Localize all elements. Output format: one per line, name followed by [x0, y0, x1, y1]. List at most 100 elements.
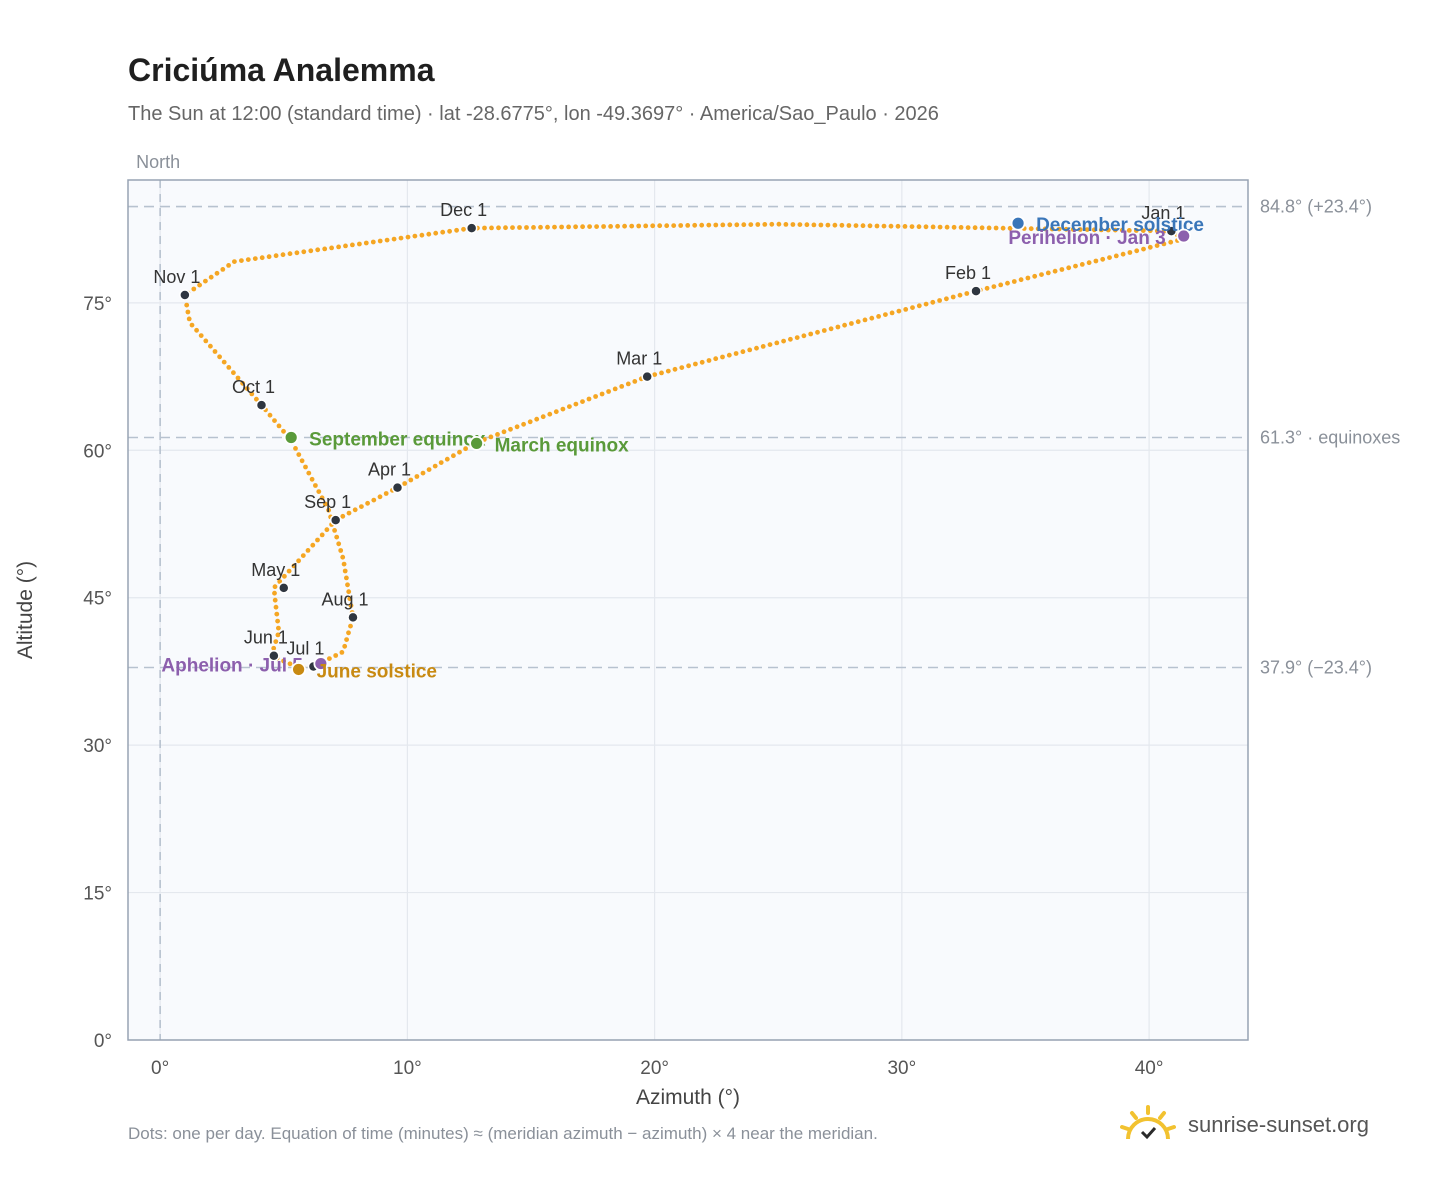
daily-dot: [1113, 253, 1119, 259]
brand[interactable]: sunrise-sunset.org: [1120, 1100, 1369, 1150]
daily-dot: [517, 225, 522, 230]
month-label: Dec 1: [440, 200, 487, 220]
daily-dot: [252, 256, 258, 261]
daily-dot: [281, 658, 286, 664]
daily-dot: [287, 661, 293, 667]
daily-dot: [323, 501, 328, 507]
daily-dot: [876, 314, 881, 319]
daily-dot: [547, 411, 553, 417]
daily-dot: [1032, 273, 1038, 279]
x-axis-label: Azimuth (°): [636, 1086, 740, 1109]
north-label: North: [136, 152, 180, 172]
daily-dot: [566, 224, 571, 230]
daily-dot: [1084, 227, 1090, 233]
daily-dot: [1168, 239, 1174, 245]
daily-dot: [249, 391, 255, 397]
daily-dot: [419, 232, 425, 238]
daily-dot: [1127, 250, 1133, 255]
daily-dot: [267, 412, 273, 418]
daily-dot: [692, 222, 698, 228]
y-tick-label: 75°: [83, 294, 112, 315]
daily-dot: [1100, 256, 1106, 262]
daily-dot: [804, 222, 810, 228]
month-label: Oct 1: [232, 377, 275, 397]
daily-dot: [273, 253, 279, 259]
daily-dot: [272, 597, 278, 603]
y-tick-label: 15°: [83, 884, 112, 905]
daily-dot: [867, 223, 873, 229]
daily-dot: [347, 596, 353, 602]
month-marker: [278, 582, 290, 594]
daily-dot: [1154, 243, 1160, 249]
daily-dot: [336, 541, 342, 547]
daily-dot: [553, 409, 559, 415]
daily-dot: [748, 222, 754, 228]
daily-dot: [326, 507, 331, 513]
daily-dot: [545, 224, 550, 230]
daily-dot: [293, 446, 298, 451]
daily-dot: [363, 240, 369, 246]
daily-dot: [296, 558, 301, 564]
daily-dot: [345, 582, 350, 588]
daily-dot: [1045, 270, 1051, 276]
daily-dot: [538, 224, 543, 230]
daily-dot: [671, 223, 677, 229]
daily-dot: [1107, 255, 1112, 260]
daily-dot: [276, 625, 281, 631]
daily-dot: [463, 446, 468, 452]
daily-dot: [593, 394, 598, 399]
brand-name[interactable]: sunrise-sunset.org: [1188, 1112, 1369, 1137]
daily-dot: [916, 224, 922, 230]
event-marker: [283, 430, 299, 445]
daily-dot: [1079, 262, 1085, 267]
axis-labels: 0° 10° 20° 30° 40° 0° 15° 30° 45° 60° 75° Azimuth (…: [14, 294, 1163, 1109]
daily-dot: [869, 315, 875, 321]
daily-dot: [281, 428, 286, 434]
daily-dot: [332, 528, 337, 533]
daily-dot: [713, 222, 719, 228]
daily-dot: [1049, 226, 1055, 232]
daily-dot: [383, 491, 389, 496]
month-label: Jul 1: [286, 639, 324, 659]
daily-dot: [319, 532, 325, 538]
daily-dot: [699, 359, 705, 365]
daily-dot: [266, 254, 272, 260]
daily-dot: [357, 241, 362, 247]
daily-dot: [1059, 267, 1065, 272]
daily-dot: [559, 224, 564, 230]
daily-dot: [594, 224, 599, 230]
daily-dot: [495, 432, 500, 437]
daily-dot: [365, 500, 370, 506]
daily-dot: [189, 322, 195, 328]
daily-dot: [937, 298, 942, 303]
daily-dot: [336, 244, 341, 250]
daily-dot: [888, 223, 894, 229]
daily-dot: [896, 308, 902, 314]
daily-dot: [910, 305, 915, 310]
daily-dot: [860, 223, 866, 229]
daily-dot: [902, 224, 908, 229]
daily-dot: [889, 310, 895, 316]
daily-dot: [883, 312, 888, 317]
daily-dot: [1105, 227, 1111, 233]
daily-dot: [832, 222, 838, 228]
daily-dot: [774, 340, 780, 346]
daily-dot: [733, 351, 739, 356]
daily-dot: [414, 474, 420, 479]
daily-dot: [286, 568, 292, 574]
daily-dot: [340, 554, 346, 560]
daily-dot: [334, 534, 340, 540]
event-marker: [313, 656, 329, 671]
daily-dot: [534, 416, 540, 422]
daily-dot: [350, 242, 355, 248]
daily-dot: [514, 424, 520, 430]
plot-frame: [127, 179, 1249, 1041]
daily-dot: [240, 380, 246, 386]
daily-dot: [324, 527, 330, 533]
daily-dot: [319, 495, 325, 501]
daily-dot: [930, 299, 936, 305]
daily-dot: [767, 342, 773, 347]
daily-dot: [693, 361, 698, 367]
